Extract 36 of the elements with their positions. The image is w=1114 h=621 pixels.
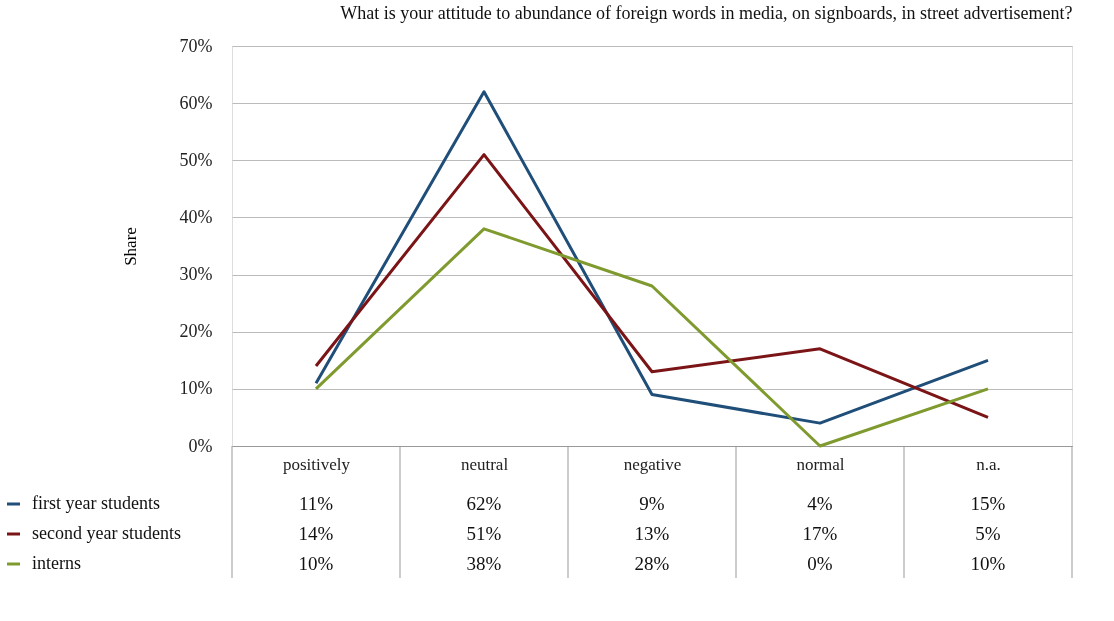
x-tick-label: positively — [282, 454, 351, 474]
x-tick-label: negative — [623, 454, 682, 474]
y-tick-label: 50% — [179, 149, 213, 170]
legend-label: second year students — [32, 523, 181, 543]
y-tick-label: 40% — [179, 206, 213, 227]
line-series — [314, 90, 990, 425]
data-label: 17% — [802, 523, 838, 544]
data-label: 10% — [970, 553, 1006, 574]
line-series — [314, 153, 990, 419]
legend-label: interns — [32, 553, 81, 573]
y-axis-title: Share — [120, 227, 140, 266]
line-series — [314, 227, 990, 448]
data-label: 9% — [639, 493, 665, 514]
data-label: 14% — [298, 523, 334, 544]
legend-label: first year students — [32, 493, 160, 513]
data-label: 51% — [466, 523, 502, 544]
data-label: 15% — [970, 493, 1006, 514]
y-tick-label: 60% — [179, 92, 213, 113]
data-label: 0% — [807, 553, 833, 574]
data-label: 11% — [298, 493, 334, 514]
data-label: 38% — [466, 553, 502, 574]
y-tick-label: 10% — [179, 378, 213, 399]
y-tick-label: 0% — [188, 435, 213, 456]
chart-title: What is your attitude to abundance of foreign words in media, on signboards, in street advertisement? — [340, 3, 1073, 23]
data-label: 4% — [807, 493, 833, 514]
data-label: 13% — [634, 523, 670, 544]
data-label: 10% — [298, 553, 334, 574]
y-tick-label: 30% — [179, 264, 213, 285]
x-tick-label: neutral — [460, 454, 509, 474]
x-tick-label: n.a. — [976, 454, 1001, 474]
data-label: 5% — [975, 523, 1001, 544]
data-label: 62% — [466, 493, 502, 514]
x-tick-label: normal — [796, 454, 845, 474]
y-tick-label: 70% — [179, 35, 213, 56]
y-tick-label: 20% — [179, 321, 213, 342]
data-label: 28% — [634, 553, 670, 574]
